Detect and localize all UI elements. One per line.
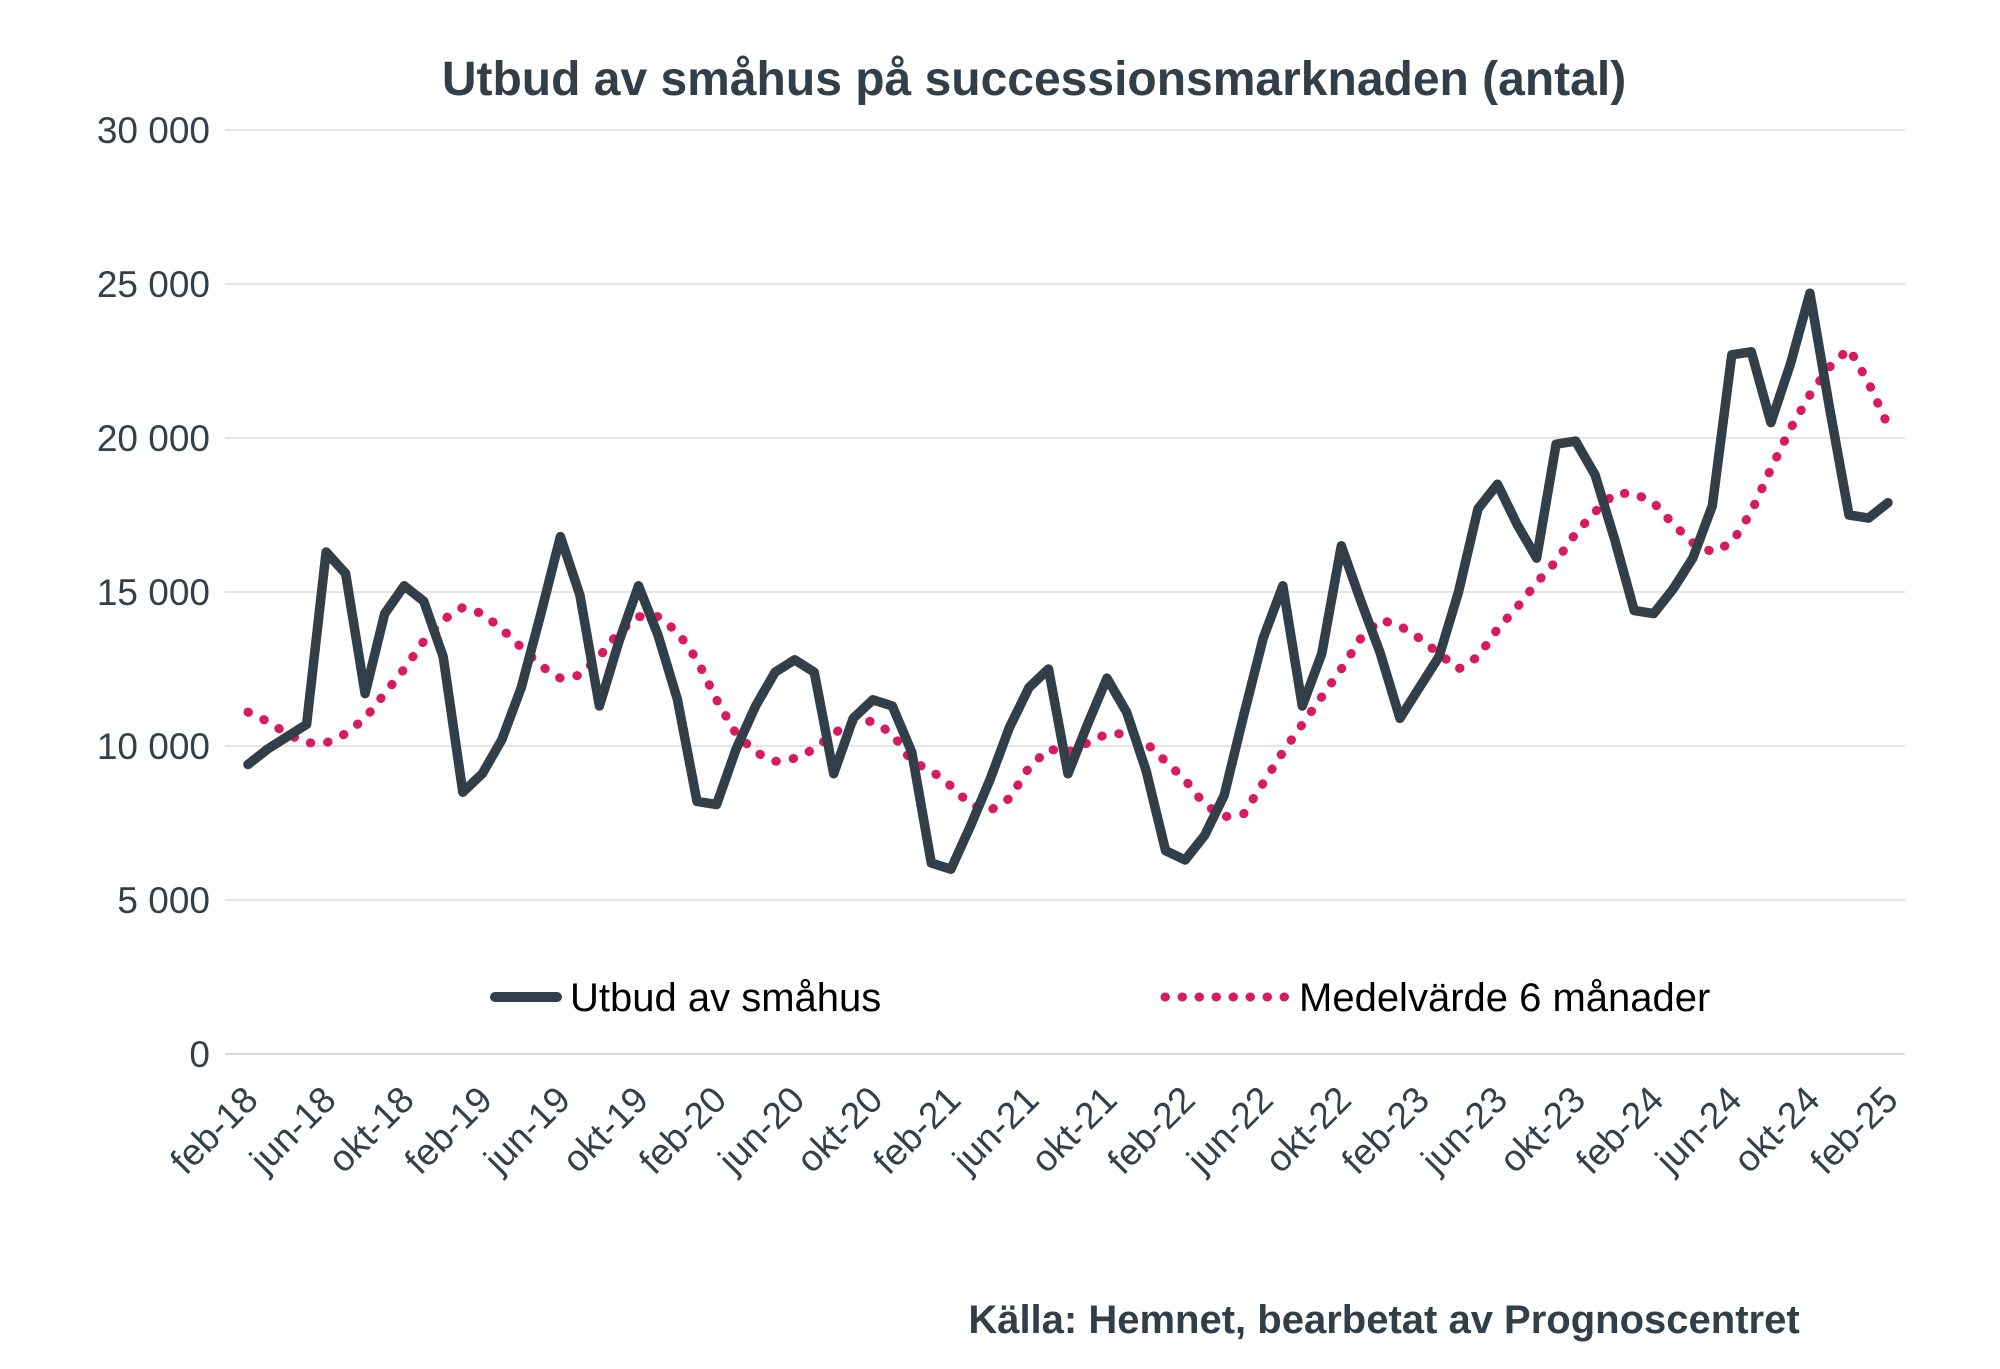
x-tick-label: jun-23 [1413,1079,1515,1181]
x-tick-label: feb-19 [397,1079,500,1182]
series-utbud-line [243,288,1893,874]
x-tick-label: feb-24 [1568,1079,1671,1182]
x-tick-label: okt-21 [1023,1079,1125,1181]
x-tick-label: jun-18 [241,1079,343,1181]
x-tick-label: feb-21 [865,1079,968,1182]
x-tick-label: okt-18 [320,1079,422,1181]
y-tick-label: 5 000 [117,880,210,921]
legend: Utbud av småhus Medelvärde 6 månader [490,976,1710,1020]
x-tick-label: jun-20 [710,1079,812,1181]
x-axis-labels: feb-18jun-18okt-18feb-19jun-19okt-19feb-… [162,1079,1905,1182]
x-tick-label: feb-23 [1334,1079,1437,1182]
x-tick-label: okt-23 [1492,1079,1594,1181]
x-tick-label: feb-25 [1802,1079,1905,1182]
x-tick-label: jun-21 [944,1079,1046,1181]
series-lines [243,288,1893,874]
x-tick-label: okt-24 [1726,1079,1828,1181]
y-tick-label: 0 [189,1034,210,1075]
y-tick-label: 25 000 [97,264,210,305]
y-tick-label: 30 000 [97,110,210,151]
x-tick-label: feb-18 [162,1079,265,1182]
y-tick-label: 10 000 [97,726,210,767]
x-tick-label: jun-24 [1647,1079,1749,1181]
x-tick-label: okt-19 [554,1079,656,1181]
chart-title: Utbud av småhus på successionsmarknaden … [442,53,1626,106]
source-note: Källa: Hemnet, bearbetat av Prognoscentr… [968,1298,1799,1342]
x-tick-label: jun-22 [1178,1079,1280,1181]
x-tick-label: feb-22 [1100,1079,1203,1182]
x-tick-label: okt-22 [1257,1079,1359,1181]
legend-label-medelvarde: Medelvärde 6 månader [1299,976,1710,1020]
x-tick-label: okt-20 [789,1079,891,1181]
y-axis-gridlines [225,129,1905,1055]
y-tick-label: 15 000 [97,572,210,613]
y-tick-label: 20 000 [97,418,210,459]
legend-label-utbud: Utbud av småhus [570,976,881,1020]
y-axis-labels: 0 5 000 10 000 15 000 20 000 25 000 30 000 [97,110,210,1075]
x-tick-label: jun-19 [476,1079,578,1181]
x-tick-label: feb-20 [631,1079,734,1182]
